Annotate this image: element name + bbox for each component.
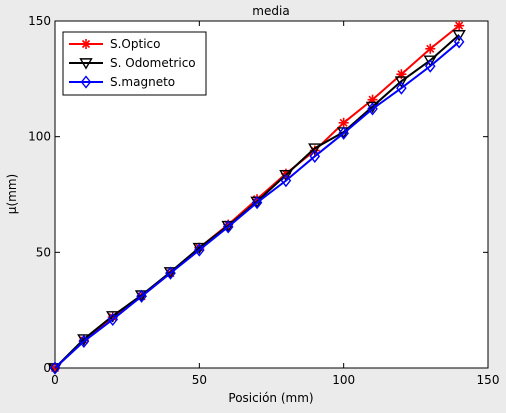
x-tick-label: 150 [477, 373, 500, 387]
data-point [338, 126, 349, 140]
data-point [308, 143, 322, 155]
data-point [136, 289, 147, 303]
series-group [48, 20, 466, 375]
legend-item: S. Odometrico [69, 56, 196, 70]
data-point [396, 81, 407, 95]
y-tick-label: 0 [43, 361, 51, 375]
y-tick-label: 50 [36, 245, 51, 259]
data-point [423, 55, 437, 67]
asterisk-stroke [455, 21, 464, 30]
data-point [425, 43, 436, 54]
asterisk-stroke [81, 39, 91, 49]
data-point [454, 20, 465, 31]
series-2 [49, 35, 465, 375]
data-point [49, 361, 61, 375]
data-point [279, 170, 293, 182]
data-point [338, 117, 349, 128]
data-point [367, 102, 378, 116]
data-point [222, 220, 234, 234]
data-point [107, 312, 119, 327]
data-point [78, 334, 90, 349]
chart-title: media [252, 4, 289, 18]
y-tick-label: 150 [28, 14, 51, 28]
data-point [280, 173, 292, 188]
legend-label: S. Odometrico [110, 56, 196, 70]
legend-label: S.Optico [110, 37, 160, 51]
legend-item: S.Optico [69, 37, 160, 51]
legend: S.Optico S. Odometrico S.magneto [62, 31, 207, 96]
data-point [251, 195, 263, 210]
y-axis-label: µ(mm) [5, 174, 19, 214]
data-point [452, 30, 466, 42]
legend-item: S.magneto [69, 75, 175, 89]
x-tick-label: 100 [332, 373, 355, 387]
x-tick-label: 50 [192, 373, 207, 387]
asterisk-stroke [426, 44, 435, 53]
x-tick-label: 0 [51, 373, 59, 387]
data-point [309, 149, 321, 163]
data-point [394, 76, 409, 88]
legend-marker [79, 58, 93, 70]
data-point [424, 59, 436, 73]
asterisk-stroke [339, 118, 348, 127]
data-point [48, 363, 62, 375]
y-tick-label: 100 [28, 130, 51, 144]
x-axis-label: Posición (mm) [228, 391, 313, 405]
data-point [194, 243, 205, 257]
legend-marker [81, 39, 91, 49]
legend-label: S.magneto [110, 75, 175, 89]
data-point [165, 266, 176, 280]
axis-ticks: 0 50 100 150 0 50 100 150 [28, 14, 499, 387]
legend-marker [80, 75, 92, 89]
data-point [453, 35, 465, 49]
series-line [54, 41, 460, 369]
